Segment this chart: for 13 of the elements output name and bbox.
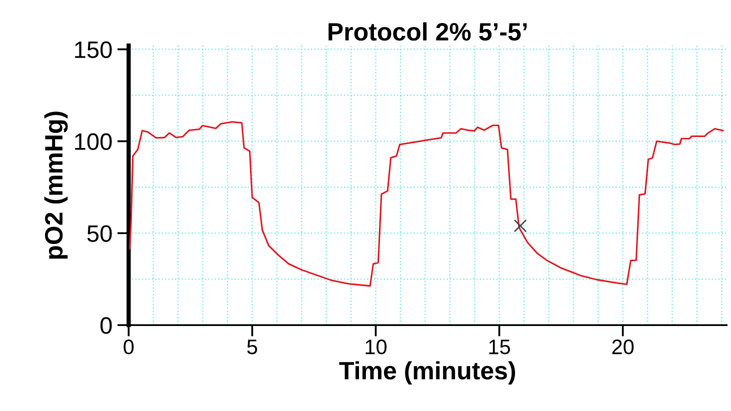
x-tick-label: 0 — [124, 340, 134, 354]
x-tick-label: 10 — [366, 340, 387, 354]
x-tick-label: 15 — [489, 340, 510, 354]
y-tick-label: 0 — [100, 317, 112, 334]
x-tick-label: 20 — [612, 340, 634, 354]
y-tick-label: 150 — [75, 41, 112, 58]
x-tick-label: 5 — [247, 340, 258, 354]
x-axis-title: Time (minutes) — [339, 361, 516, 384]
y-axis-title: pO2 (mmHg) — [44, 112, 68, 259]
line-series — [128, 121, 724, 287]
y-tick-label: 50 — [87, 225, 112, 242]
y-tick-label: 100 — [75, 133, 112, 150]
chart-title: Protocol 2% 5’-5’ — [328, 22, 527, 41]
